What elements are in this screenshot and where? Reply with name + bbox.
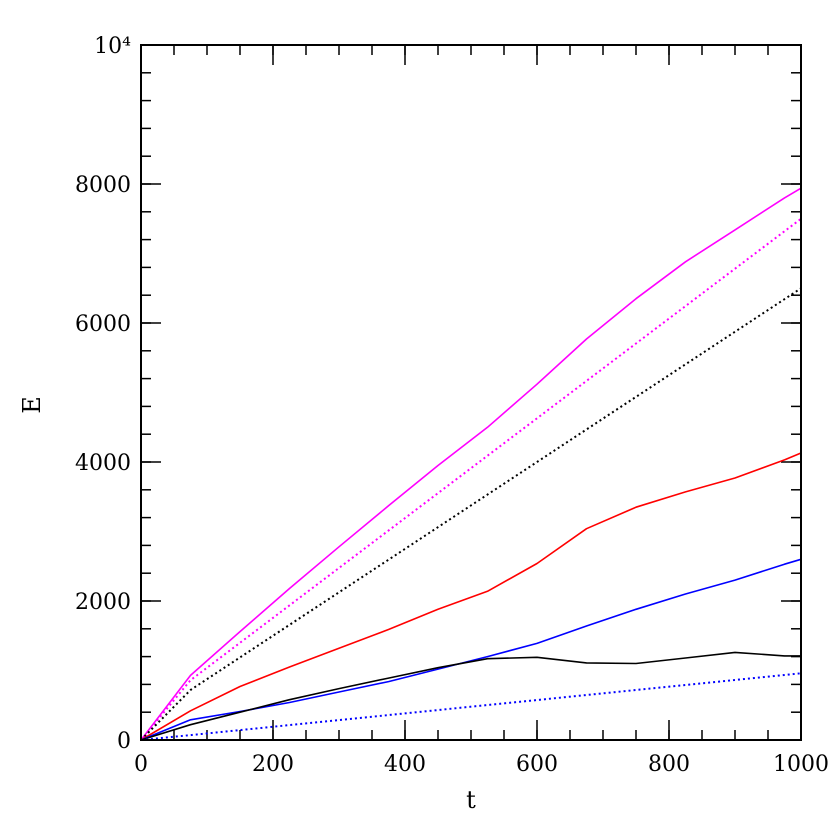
y-tick-label: 10⁴ <box>94 34 131 59</box>
x-tick-label: 200 <box>252 752 294 777</box>
y-axis-title: E <box>18 396 46 414</box>
tick-labels: 0 200 400 600 800 1000 0 2000 4000 6000 8000 10⁴ <box>75 34 829 777</box>
y-tick-label: 0 <box>117 729 131 754</box>
x-tick-label: 1000 <box>773 752 829 777</box>
series-line-7 <box>140 672 802 741</box>
series-line-6 <box>140 651 801 741</box>
x-tick-label: 0 <box>134 752 148 777</box>
series-layer <box>140 187 802 741</box>
y-tick-label: 8000 <box>75 173 131 198</box>
y-tick-label: 2000 <box>75 590 131 615</box>
x-tick-label: 600 <box>516 752 558 777</box>
y-tick-label: 4000 <box>75 451 131 476</box>
y-tick-label: 6000 <box>75 312 131 337</box>
x-tick-label: 400 <box>384 752 426 777</box>
plot-frame <box>140 44 802 741</box>
axis-ticks <box>140 44 802 741</box>
series-line-1 <box>140 187 802 741</box>
x-tick-label: 800 <box>648 752 690 777</box>
series-line-2 <box>140 218 802 741</box>
series-line-3 <box>140 287 802 741</box>
x-axis-title: t <box>466 786 476 814</box>
series-line-4 <box>140 452 802 741</box>
